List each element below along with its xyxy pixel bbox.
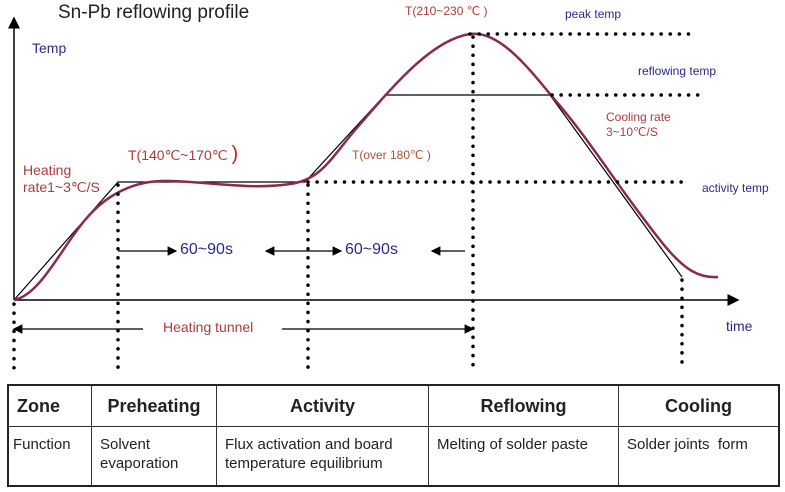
activity-duration-label: 60~90s: [345, 241, 398, 258]
table-row: Function Solvent evaporation Flux activa…: [7, 426, 780, 487]
table-header-cell: Reflowing: [428, 384, 619, 427]
zone-table: Zone Preheating Activity Reflowing Cooli…: [7, 384, 780, 487]
heating-rate-label: Heating rate1~3℃/S: [23, 162, 100, 196]
preheat-temp-label: T(140℃~170℃ ): [128, 143, 238, 166]
heating-tunnel-label: Heating tunnel: [163, 319, 254, 335]
x-axis-label: time: [726, 318, 753, 334]
table-header-cell: Cooling: [618, 384, 780, 427]
peak-temp-label: peak temp: [565, 7, 622, 21]
peak-temp-range-label: T(210~230 ℃ ): [405, 4, 488, 18]
dotted-guides: [12, 32, 704, 374]
table-cell: Solvent evaporation: [91, 426, 217, 487]
table-header-cell: Preheating: [91, 384, 217, 427]
reflowing-temp-label: reflowing temp: [638, 64, 717, 78]
table-cell: Melting of solder paste: [428, 426, 619, 487]
heating-rate-line2: rate1~3℃/S: [23, 179, 100, 195]
preheat-duration-label: 60~90s: [180, 241, 233, 258]
y-axis-label: Temp: [32, 40, 67, 56]
table-header-cell: Zone: [7, 384, 92, 427]
heating-rate-line1: Heating: [23, 162, 72, 178]
activity-temp-range-label: T(over 180℃ ): [352, 148, 431, 162]
duration-arrows: [12, 246, 475, 334]
activity-temp-label: activity temp: [702, 181, 769, 195]
cooling-rate-line2: 3~10℃/S: [606, 125, 658, 139]
table-header-row: Zone Preheating Activity Reflowing Cooli…: [7, 384, 780, 427]
table-cell: Solder joints form: [618, 426, 780, 487]
cooling-rate-line1: Cooling rate: [606, 110, 671, 124]
table-header-cell: Activity: [216, 384, 429, 427]
cooling-rate-label: Cooling rate 3~10℃/S: [606, 110, 671, 140]
table-cell: Function: [7, 426, 92, 487]
preheat-temp-text: T(140℃~170℃: [128, 147, 228, 163]
preheat-temp-paren: ): [231, 143, 239, 165]
temperature-curve: [13, 32, 719, 302]
table-cell: Flux activation and board temperature eq…: [216, 426, 429, 487]
diagram-title: Sn-Pb reflowing profile: [58, 2, 250, 23]
ideal-profile-line: [13, 94, 683, 301]
